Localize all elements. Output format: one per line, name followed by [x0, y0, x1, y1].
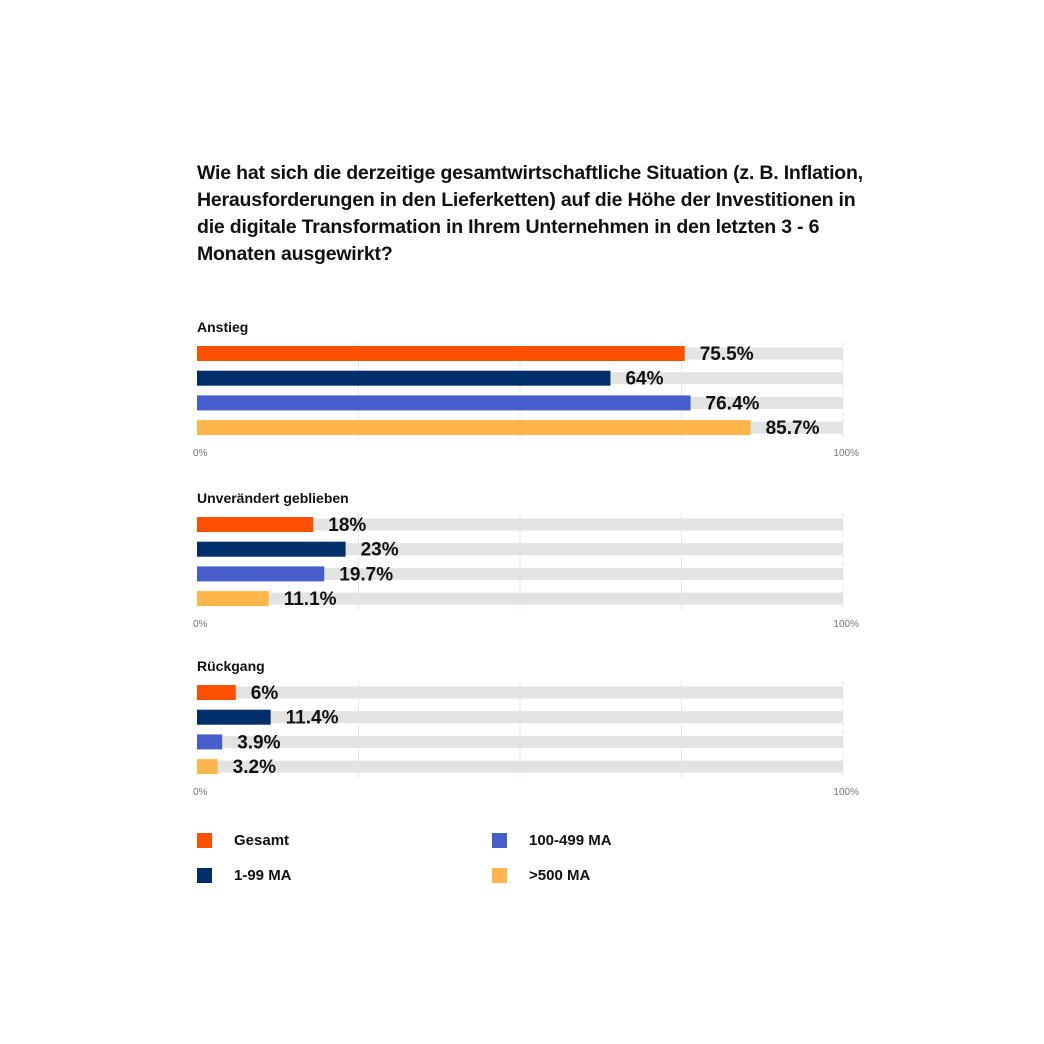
legend-item-1-99: 1-99 MA [197, 867, 292, 884]
bar-track [197, 567, 843, 580]
bar-1-99-ma [197, 709, 271, 725]
data-label: 23% [361, 540, 399, 561]
legend-swatch [492, 868, 507, 883]
bar-1-99-ma [197, 370, 611, 386]
bar-track [197, 711, 843, 724]
legend-swatch [492, 833, 507, 848]
data-label: 76.4% [706, 393, 760, 414]
panel-title: Rückgang [197, 658, 265, 674]
legend-label: Gesamt [234, 832, 290, 849]
bar-track [197, 518, 843, 531]
legend-item-100-499: 100-499 MA [492, 832, 612, 849]
data-label: 85.7% [766, 418, 820, 439]
bar--500-ma [197, 591, 269, 607]
bar--500-ma [197, 420, 751, 436]
tick-label-100: 100% [833, 448, 859, 459]
data-label: 3.2% [233, 757, 276, 778]
data-label: 18% [328, 515, 366, 536]
bar-track [197, 760, 843, 773]
legend-swatch [197, 833, 212, 848]
bar-100-499-ma [197, 395, 691, 411]
bar-1-99-ma [197, 541, 346, 557]
tick-label-100: 100% [833, 619, 859, 630]
panel-title: Unverändert geblieben [197, 490, 349, 506]
legend-label: 1-99 MA [234, 867, 292, 884]
data-label: 75.5% [700, 344, 754, 365]
legend-item-gesamt: Gesamt [197, 832, 289, 849]
legend-label: 100-499 MA [529, 832, 612, 849]
bar-track [197, 543, 843, 556]
bar-track [197, 735, 843, 748]
data-label: 6% [251, 683, 279, 704]
legend-item-500: >500 MA [492, 867, 590, 884]
tick-label-0: 0% [193, 448, 208, 459]
data-label: 11.1% [284, 589, 337, 610]
bar-100-499-ma [197, 734, 223, 750]
bar-gesamt [197, 685, 236, 700]
legend-swatch [197, 868, 212, 883]
data-label: 3.9% [237, 732, 280, 753]
data-label: 64% [625, 369, 663, 390]
data-label: 11.4% [286, 708, 339, 729]
bar-gesamt [197, 346, 685, 361]
bar-track [197, 686, 843, 699]
panel-title: Anstieg [197, 319, 248, 335]
tick-label-0: 0% [193, 619, 208, 630]
bar-gesamt [197, 517, 314, 532]
tick-label-0: 0% [193, 787, 208, 798]
bar--500-ma [197, 759, 218, 775]
chart-title: Wie hat sich die derzeitige gesamtwirtsc… [197, 162, 863, 265]
bar-100-499-ma [197, 566, 325, 582]
data-label: 19.7% [339, 564, 393, 585]
tick-label-100: 100% [833, 787, 859, 798]
bar-track [197, 592, 843, 605]
legend-label: >500 MA [529, 867, 591, 884]
